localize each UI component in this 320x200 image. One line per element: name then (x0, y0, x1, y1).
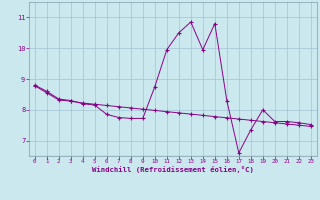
X-axis label: Windchill (Refroidissement éolien,°C): Windchill (Refroidissement éolien,°C) (92, 166, 254, 173)
